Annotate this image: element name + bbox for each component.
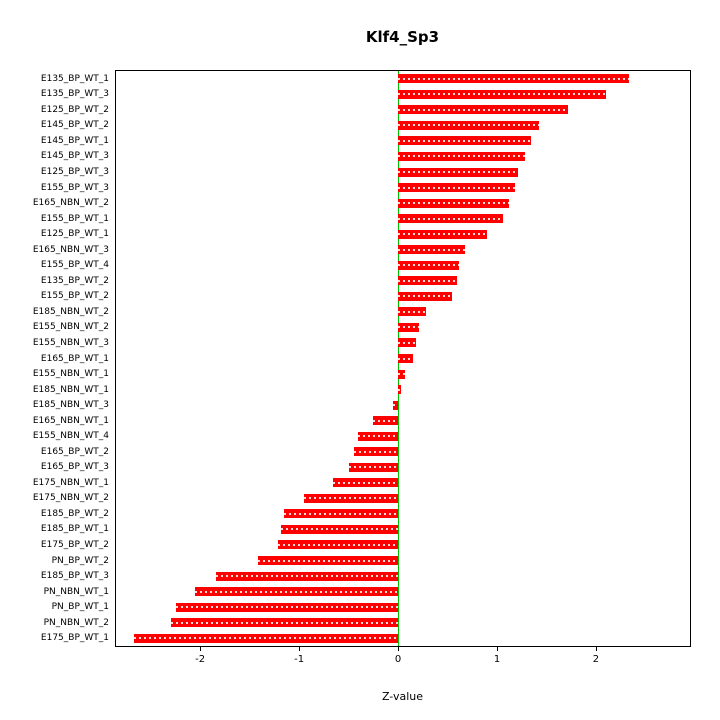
category-label: E145_BP_WT_1 [40,135,109,146]
category-label: E165_BP_WT_1 [40,353,109,364]
bar [398,229,488,239]
bar [332,478,399,488]
category-label: E155_NBN_WT_1 [32,369,109,380]
bar [348,462,399,472]
bar [304,493,399,503]
category-label: E185_NBN_WT_1 [32,384,109,395]
bar [398,369,405,379]
bar [398,136,531,146]
bar [398,89,606,99]
bar [398,105,569,115]
bar [257,556,399,566]
category-label: E125_BP_WT_3 [40,167,109,177]
category-label: E155_BP_WT_1 [40,213,109,224]
x-tick-mark [398,646,400,651]
category-label: E145_BP_WT_2 [40,120,109,131]
bar [398,385,402,395]
category-label: E165_BP_WT_2 [40,446,109,457]
category-label: E185_NBN_WT_3 [32,400,109,411]
category-label: E175_BP_WT_1 [40,633,109,644]
bar [398,74,629,84]
category-label: E165_BP_WT_3 [40,462,109,473]
bar [373,416,399,426]
bar [278,540,399,550]
bar [398,276,458,286]
category-label: E135_BP_WT_2 [40,275,109,286]
category-label: E155_BP_WT_2 [40,291,109,302]
category-label: E135_BP_WT_3 [40,89,109,100]
bar [133,633,399,643]
bar [215,571,399,581]
bar [195,587,399,597]
category-label: PN_NBN_WT_2 [43,617,109,628]
category-label: E135_BP_WT_1 [40,73,109,84]
bar [398,338,416,348]
bar [171,618,399,628]
category-label: E185_BP_WT_2 [40,508,109,519]
bar [398,307,426,317]
x-tick-label: 1 [493,654,501,665]
bar [398,260,460,270]
category-label: PN_BP_WT_2 [51,555,109,566]
category-label: E125_BP_WT_2 [40,104,109,115]
category-label: E155_NBN_WT_2 [32,322,109,333]
x-tick-label: 2 [592,654,600,665]
category-label: E185_NBN_WT_2 [32,306,109,317]
bar [281,524,399,534]
category-label: E155_NBN_WT_4 [32,431,109,442]
x-tick-mark [497,646,499,651]
category-label: E165_NBN_WT_3 [32,244,109,255]
bar [358,431,399,441]
x-tick-mark [299,646,301,651]
bar [398,167,518,177]
bar [398,245,466,255]
category-label: PN_BP_WT_1 [51,602,109,613]
bar [398,183,515,193]
category-label: E175_NBN_WT_2 [32,493,109,504]
x-axis-title: Z-value [381,690,424,703]
bar [398,291,453,301]
bar [393,400,399,410]
bar [353,447,399,457]
x-tick-label: 0 [394,654,402,665]
category-label: E185_BP_WT_3 [40,571,109,582]
bar [398,354,413,363]
category-label: E185_BP_WT_1 [40,524,109,535]
x-tick-label: -2 [195,654,206,665]
category-label: E165_NBN_WT_1 [32,415,109,426]
bar [398,198,509,208]
bar [398,120,539,130]
category-label: E175_NBN_WT_1 [32,477,109,488]
x-tick-label: -1 [294,654,305,665]
category-label: PN_NBN_WT_1 [43,586,109,597]
category-label: E125_BP_WT_1 [40,229,109,240]
x-tick-mark [200,646,202,651]
plot-area: E135_BP_WT_1 E135_BP_WT_3 E125_BP_WT_2 E145… [33,70,691,665]
category-label: E155_BP_WT_3 [40,182,109,193]
category-label: E155_NBN_WT_3 [32,337,109,348]
category-label: E175_BP_WT_2 [40,539,109,550]
x-tick-mark [595,646,597,651]
bar [176,602,399,612]
category-label: E155_BP_WT_4 [40,260,109,271]
category-label: E165_NBN_WT_2 [32,198,109,209]
bar [284,509,399,519]
bar [398,214,503,224]
category-label: E145_BP_WT_3 [40,151,109,162]
chart-title: Klf4_Sp3 [365,28,440,46]
bar [398,151,525,161]
bar [398,322,419,332]
